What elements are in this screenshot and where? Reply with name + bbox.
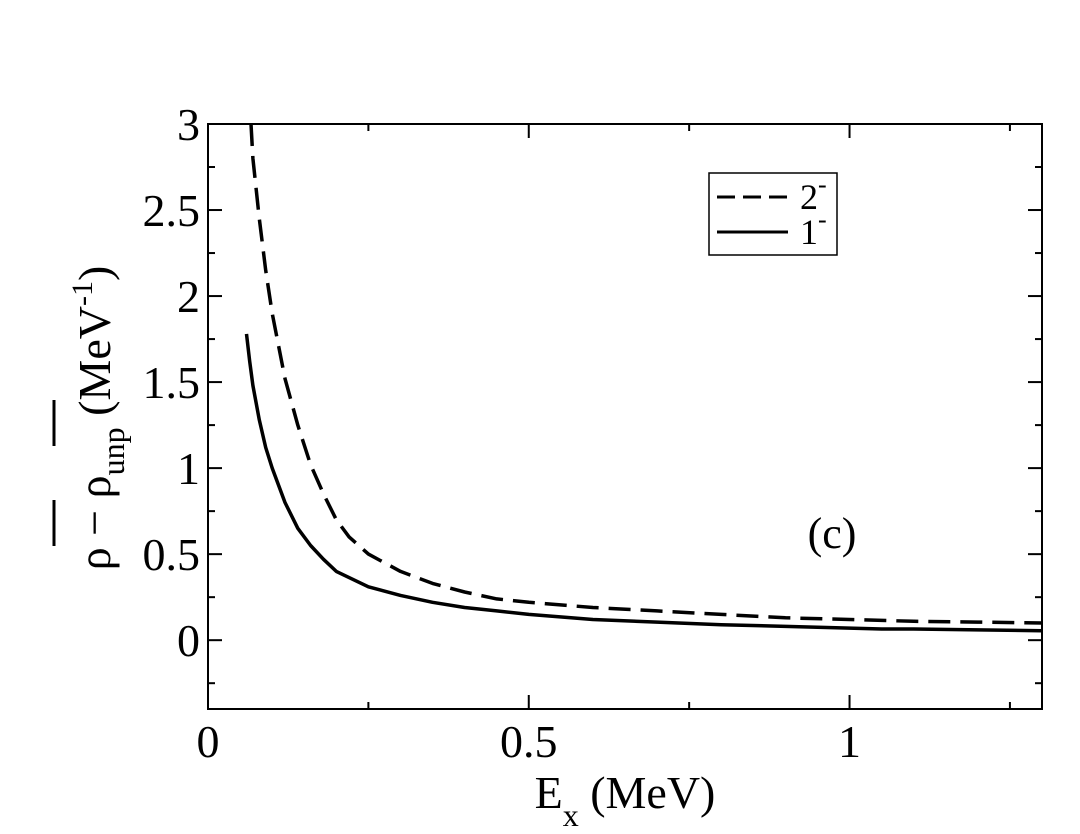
x-tick-label: 1 <box>838 716 861 767</box>
y-axis-title-unit-sup: -1 <box>66 281 99 306</box>
x-tick-label: 0.5 <box>500 716 558 767</box>
legend-box <box>708 172 838 256</box>
x-axis-title-unit: (MeV) <box>579 767 716 818</box>
x-tick-labels: 0 0.5 1 <box>197 716 862 767</box>
y-axis-title: ρ − ρunp (MeV-1) <box>66 266 131 571</box>
y-tick-label: 2 <box>177 271 200 322</box>
y-tick-label: 3 <box>177 99 200 150</box>
legend: 2- 1- <box>708 170 838 256</box>
series-line-solid-1 <box>244 333 1043 633</box>
series-line-dashed-2 <box>249 123 1043 625</box>
x-axis-title: Ex (MeV) <box>535 767 716 833</box>
plot-frame <box>207 123 1043 710</box>
legend-label-1-main: 1 <box>800 212 818 252</box>
x-axis-title-main: E <box>535 767 563 818</box>
legend-label-2-sup: - <box>818 170 827 199</box>
y-tick-label: 0 <box>177 615 200 666</box>
y-axis-title-rho2: ρ <box>69 475 120 498</box>
y-axis-title-unit-open: (MeV <box>69 306 120 427</box>
legend-label-1-sup: - <box>818 205 827 234</box>
legend-label-2: 2- <box>800 170 827 217</box>
y-axis-title-sub: unp <box>95 427 131 475</box>
series <box>244 123 1043 633</box>
y-tick-labels: 0 0.5 1 1.5 2 2.5 3 <box>143 99 201 666</box>
y-tick-label: 1.5 <box>143 357 201 408</box>
y-axis-title-minus: − <box>69 498 120 547</box>
ticks <box>207 123 1042 709</box>
legend-label-2-main: 2 <box>800 177 818 217</box>
y-tick-label: 1 <box>177 443 200 494</box>
y-axis-title-group: ρ − ρunp (MeV-1) <box>52 266 131 571</box>
y-axis-title-rho: ρ <box>69 547 120 570</box>
y-axis-title-unit-close: ) <box>69 266 120 281</box>
y-tick-label: 2.5 <box>143 185 201 236</box>
legend-label-1: 1- <box>800 205 827 252</box>
panel-label: (c) <box>808 509 857 558</box>
y-tick-label: 0.5 <box>143 529 201 580</box>
x-tick-label: 0 <box>197 716 220 767</box>
x-axis-title-sub: x <box>563 797 579 833</box>
